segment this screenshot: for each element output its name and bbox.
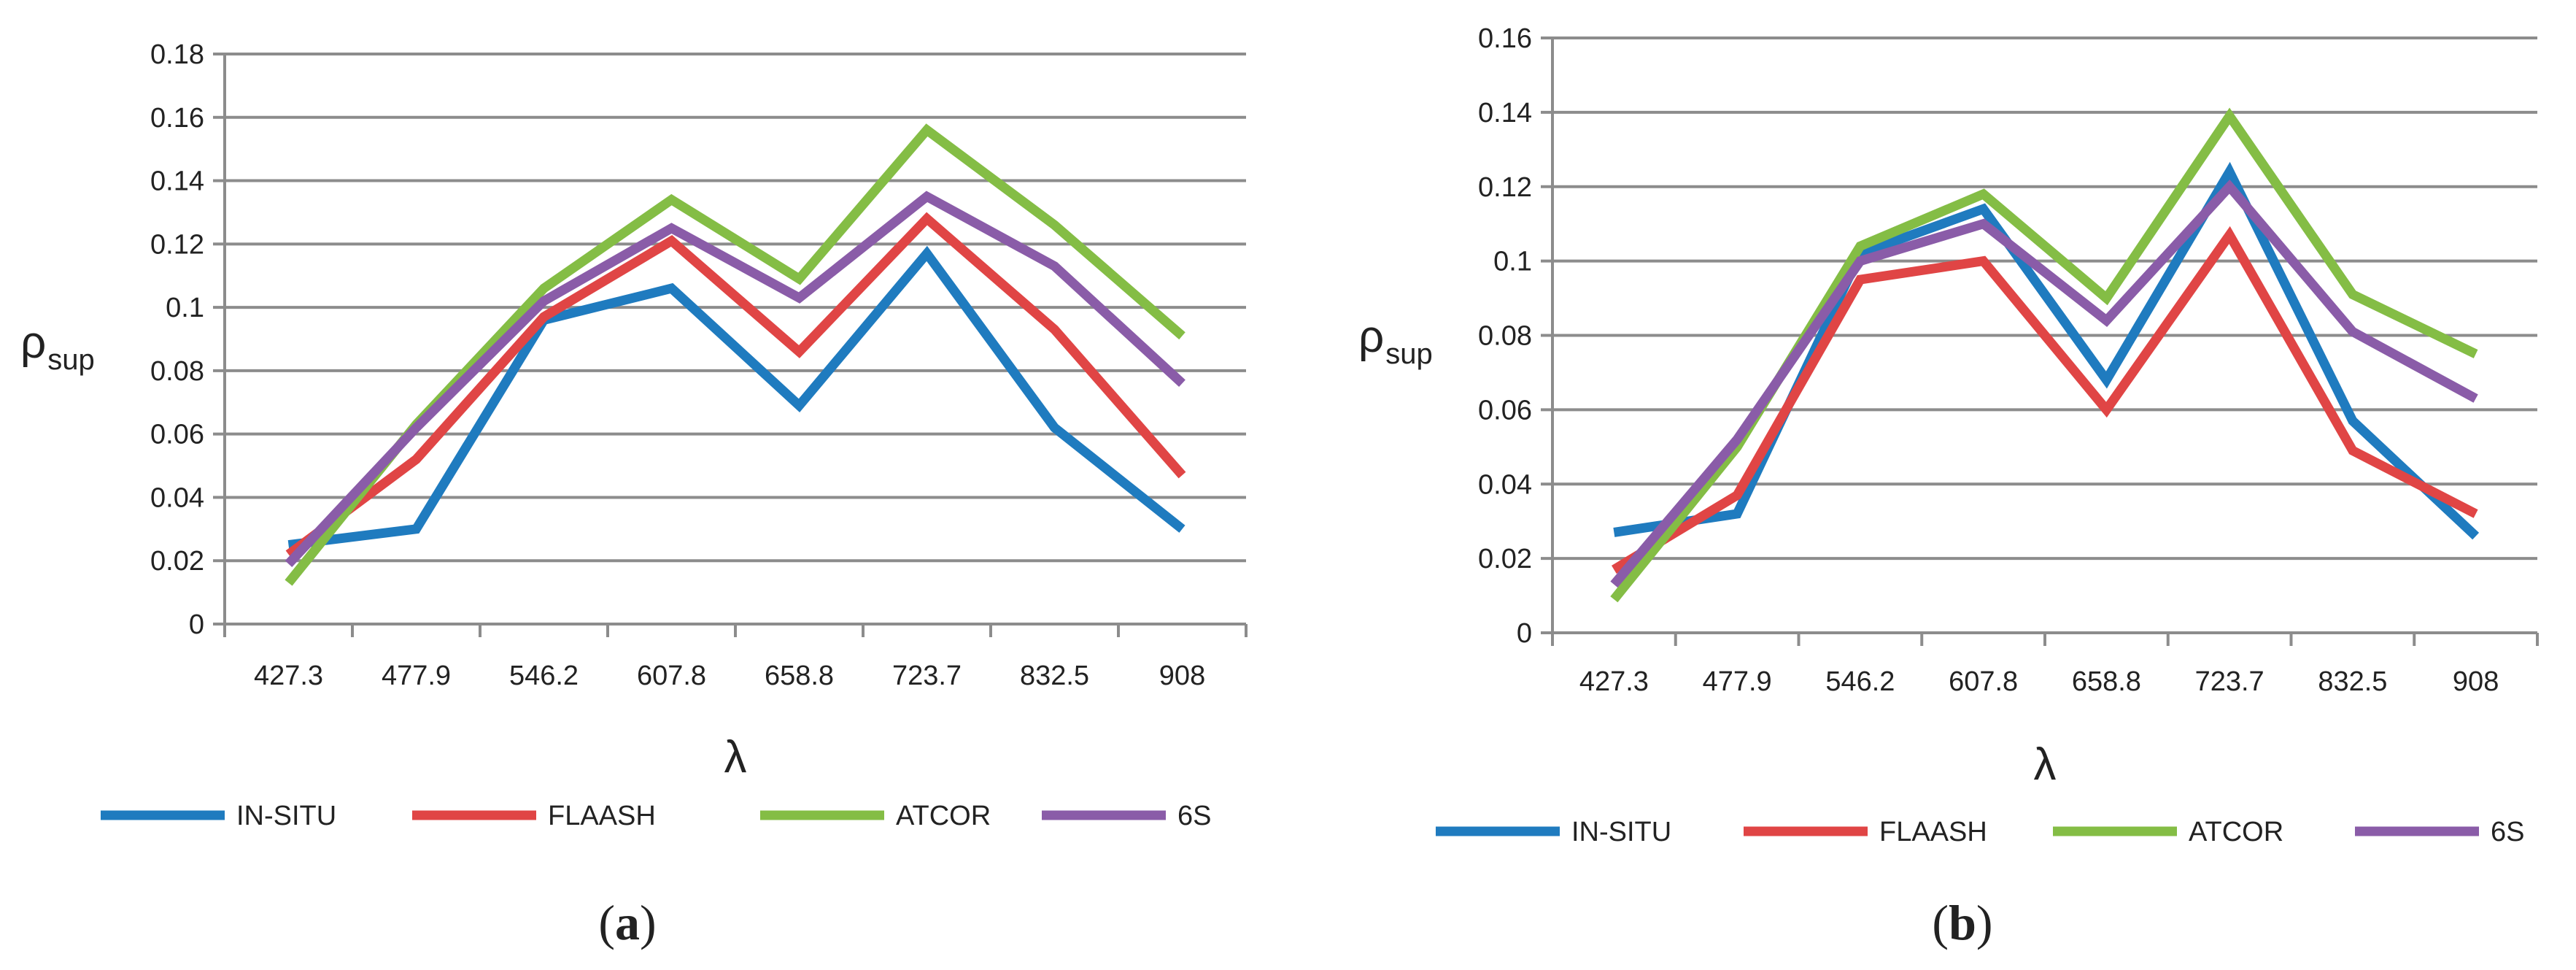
- y-tick-label: 0.12: [150, 229, 204, 260]
- series-line-6s: [1610, 179, 2478, 588]
- y-tick-label: 0.02: [1478, 544, 1532, 574]
- y-tick-label: 0: [1517, 618, 1532, 649]
- x-tick-label: 477.9: [382, 661, 451, 691]
- y-tick-label: 0.08: [150, 356, 204, 387]
- panel-label: (b): [1932, 895, 1992, 950]
- legend-label: IN-SITU: [236, 801, 336, 831]
- legend-label: FLAASH: [548, 801, 656, 831]
- x-tick-label: 427.3: [254, 661, 323, 691]
- x-tick-label: 477.9: [1703, 666, 1772, 697]
- series-line-atcor: [1610, 107, 2478, 603]
- series-line-flaash: [1612, 226, 2478, 574]
- y-tick-label: 0.14: [1478, 98, 1532, 128]
- x-tick-label: 546.2: [1825, 666, 1895, 697]
- y-tick-label: 0.16: [150, 103, 204, 134]
- legend-label: IN-SITU: [1571, 817, 1671, 847]
- legend-label: FLAASH: [1879, 817, 1987, 847]
- x-tick-label: 546.2: [509, 661, 579, 691]
- x-axis-title: λ: [724, 732, 747, 782]
- y-axis-title: ρsup: [1358, 312, 1433, 370]
- y-axis-title: ρsup: [20, 317, 95, 376]
- y-tick-label: 0.04: [1478, 469, 1532, 500]
- legend-label: ATCOR: [896, 801, 991, 831]
- y-tick-label: 0.02: [150, 546, 204, 577]
- y-tick-label: 0.08: [1478, 321, 1532, 352]
- x-tick-label: 723.7: [2195, 666, 2264, 697]
- panel-label: (a): [598, 895, 656, 950]
- x-tick-label: 908: [2453, 666, 2499, 697]
- y-tick-label: 0.1: [1493, 247, 1532, 277]
- y-tick-label: 0.18: [150, 39, 204, 70]
- x-tick-label: 658.8: [765, 661, 834, 691]
- series-line-flaash: [285, 212, 1186, 558]
- x-tick-label: 723.7: [892, 661, 962, 691]
- y-tick-label: 0.14: [150, 166, 204, 197]
- y-tick-label: 0.12: [1478, 172, 1532, 203]
- y-tick-label: 0: [189, 609, 204, 640]
- legend-label: 6S: [1177, 801, 1211, 831]
- x-axis-title: λ: [2034, 739, 2057, 790]
- x-tick-label: 908: [1159, 661, 1205, 691]
- x-tick-label: 607.8: [1949, 666, 2018, 697]
- legend-label: 6S: [2491, 817, 2524, 847]
- x-tick-label: 658.8: [2072, 666, 2141, 697]
- chart-panel-a: 0 0.02 0.04 0.06 0.08 0.1 0.12 0.14 0.16 0.18 427.…: [20, 39, 1248, 950]
- y-tick-label: 0.16: [1478, 23, 1532, 54]
- y-tick-label: 0.06: [1478, 395, 1532, 426]
- series-line-in-situ: [287, 245, 1185, 550]
- series-line-6s: [285, 190, 1185, 568]
- legend: IN-SITU FLAASH ATCOR 6S: [101, 801, 1211, 831]
- legend-label: ATCOR: [2189, 817, 2283, 847]
- series-line-in-situ: [1613, 161, 2480, 540]
- chart-panel-b: 0 0.02 0.04 0.06 0.08 0.1 0.12 0.14 0.16 427.3 477…: [1358, 23, 2539, 950]
- y-tick-label: 0.1: [166, 293, 204, 323]
- legend: IN-SITU FLAASH ATCOR 6S: [1436, 817, 2524, 847]
- x-tick-label: 832.5: [2318, 666, 2387, 697]
- x-tick-label: 832.5: [1020, 661, 1089, 691]
- y-tick-label: 0.04: [150, 482, 204, 513]
- y-tick-label: 0.06: [150, 420, 204, 450]
- x-tick-label: 427.3: [1579, 666, 1649, 697]
- x-tick-label: 607.8: [637, 661, 706, 691]
